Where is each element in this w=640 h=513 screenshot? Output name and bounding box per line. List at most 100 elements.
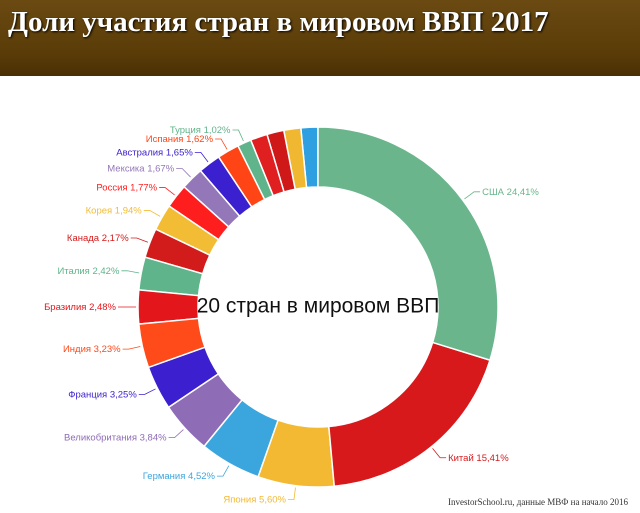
- category-label: Япония: [223, 494, 256, 505]
- slice-label-group: Великобритания 3,84%: [64, 429, 184, 443]
- slice: [257, 419, 336, 488]
- leader-line: [138, 388, 156, 395]
- leader-line: [216, 465, 230, 477]
- category-label: Франция: [68, 389, 107, 400]
- slice-label-group: Канада 2,17%: [67, 233, 149, 244]
- category-label: Турция: [170, 125, 201, 136]
- value-label: 1,94%: [115, 205, 142, 216]
- slice: [144, 228, 211, 275]
- slice-label-group: Индия 3,23%: [63, 344, 141, 355]
- slice-label-group: Германия 4,52%: [143, 465, 230, 482]
- leader-line: [121, 270, 140, 274]
- value-label: 3,23%: [94, 344, 121, 355]
- leader-line: [432, 448, 447, 459]
- leader-line: [176, 168, 191, 178]
- value-label: 2,17%: [102, 233, 129, 244]
- leader-line: [159, 187, 175, 196]
- leader-line: [143, 210, 161, 217]
- slice: [266, 129, 297, 193]
- value-label: 1,62%: [186, 133, 213, 144]
- value-label: 2,48%: [89, 302, 116, 313]
- value-label: 1,67%: [147, 163, 174, 174]
- slice-label-group: Россия 1,77%: [96, 182, 175, 196]
- center-label: 20 стран в мировом ВВП: [197, 295, 440, 318]
- value-label: 1,77%: [130, 182, 157, 193]
- slice-label: Германия 4,52%: [143, 471, 216, 482]
- category-label: Индия: [63, 344, 91, 355]
- category-label: Испания: [146, 133, 184, 144]
- header-bar: [0, 0, 640, 76]
- value-label: 1,02%: [204, 125, 231, 136]
- category-label: Великобритания: [64, 432, 137, 443]
- value-label: 15,41%: [476, 452, 509, 463]
- leader-line: [122, 346, 141, 350]
- slice: [147, 346, 220, 409]
- leader-line: [287, 487, 296, 500]
- source: InvestorSchool.ru, данные МВФ на начало …: [448, 497, 628, 507]
- slice: [203, 398, 280, 478]
- slice-label: Мексика 1,67%: [107, 163, 174, 174]
- slice-label: Япония 5,60%: [223, 494, 286, 505]
- slice-label: Канада 2,17%: [67, 233, 129, 244]
- slice-label-group: Япония 5,60%: [223, 487, 296, 505]
- leader-line: [464, 191, 481, 200]
- chart-title: Доли участия стран в мировом ВВП 2017: [8, 6, 549, 38]
- slice: [137, 317, 206, 369]
- value-label: 4,52%: [188, 471, 215, 482]
- slice: [217, 144, 266, 209]
- slice-label: Турция 1,02%: [170, 125, 231, 136]
- category-label: Мексика: [107, 163, 145, 174]
- slice: [249, 133, 285, 197]
- slice-label-group: Китай 15,41%: [432, 448, 509, 463]
- category-label: Китай: [448, 452, 474, 463]
- slice-label-group: США 24,41%: [464, 186, 539, 200]
- value-label: 3,25%: [110, 389, 137, 400]
- slice-label: Австралия 1,65%: [116, 147, 193, 158]
- slice-label: Китай 15,41%: [448, 452, 509, 463]
- value-label: 1,65%: [166, 147, 193, 158]
- slice: [154, 205, 220, 257]
- slice-label: Великобритания 3,84%: [64, 432, 167, 443]
- slice: [236, 139, 275, 201]
- slice-label: Индия 3,23%: [63, 344, 121, 355]
- slice-label: Испания 1,62%: [146, 133, 214, 144]
- slice-label: Италия 2,42%: [57, 265, 119, 276]
- value-label: 5,60%: [259, 494, 286, 505]
- leader-line: [215, 138, 228, 150]
- slice: [167, 185, 230, 241]
- leader-line: [130, 237, 149, 243]
- slice-label-group: Испания 1,62%: [146, 133, 228, 150]
- category-label: Россия: [96, 182, 127, 193]
- slice-label-group: Турция 1,02%: [170, 125, 244, 142]
- slice: [137, 256, 204, 297]
- category-label: Германия: [143, 471, 186, 482]
- leader-line: [194, 151, 209, 163]
- leader-line: [232, 129, 244, 142]
- slice: [317, 126, 499, 362]
- slice-label: Россия 1,77%: [96, 182, 157, 193]
- category-label: Бразилия: [44, 302, 86, 313]
- category-label: Австралия: [116, 147, 163, 158]
- slice: [282, 127, 308, 191]
- category-label: США: [482, 186, 505, 197]
- category-label: Корея: [86, 205, 113, 216]
- slice-label: Бразилия 2,48%: [44, 302, 116, 313]
- slice-label-group: Италия 2,42%: [57, 265, 140, 276]
- slice-label: Франция 3,25%: [68, 389, 137, 400]
- slice-label-group: Бразилия 2,48%: [44, 302, 136, 313]
- category-label: Италия: [57, 265, 89, 276]
- value-label: 3,84%: [140, 432, 167, 443]
- slice: [328, 341, 491, 488]
- slice: [182, 169, 241, 228]
- slice: [137, 289, 200, 325]
- slice: [167, 372, 244, 448]
- slice-label-group: Мексика 1,67%: [107, 163, 191, 178]
- slice-label-group: Австралия 1,65%: [116, 147, 209, 163]
- slice-label: США 24,41%: [482, 186, 539, 197]
- category-label: Канада: [67, 233, 100, 244]
- slice-label: Корея 1,94%: [86, 205, 143, 216]
- value-label: 24,41%: [507, 186, 540, 197]
- value-label: 2,42%: [92, 265, 119, 276]
